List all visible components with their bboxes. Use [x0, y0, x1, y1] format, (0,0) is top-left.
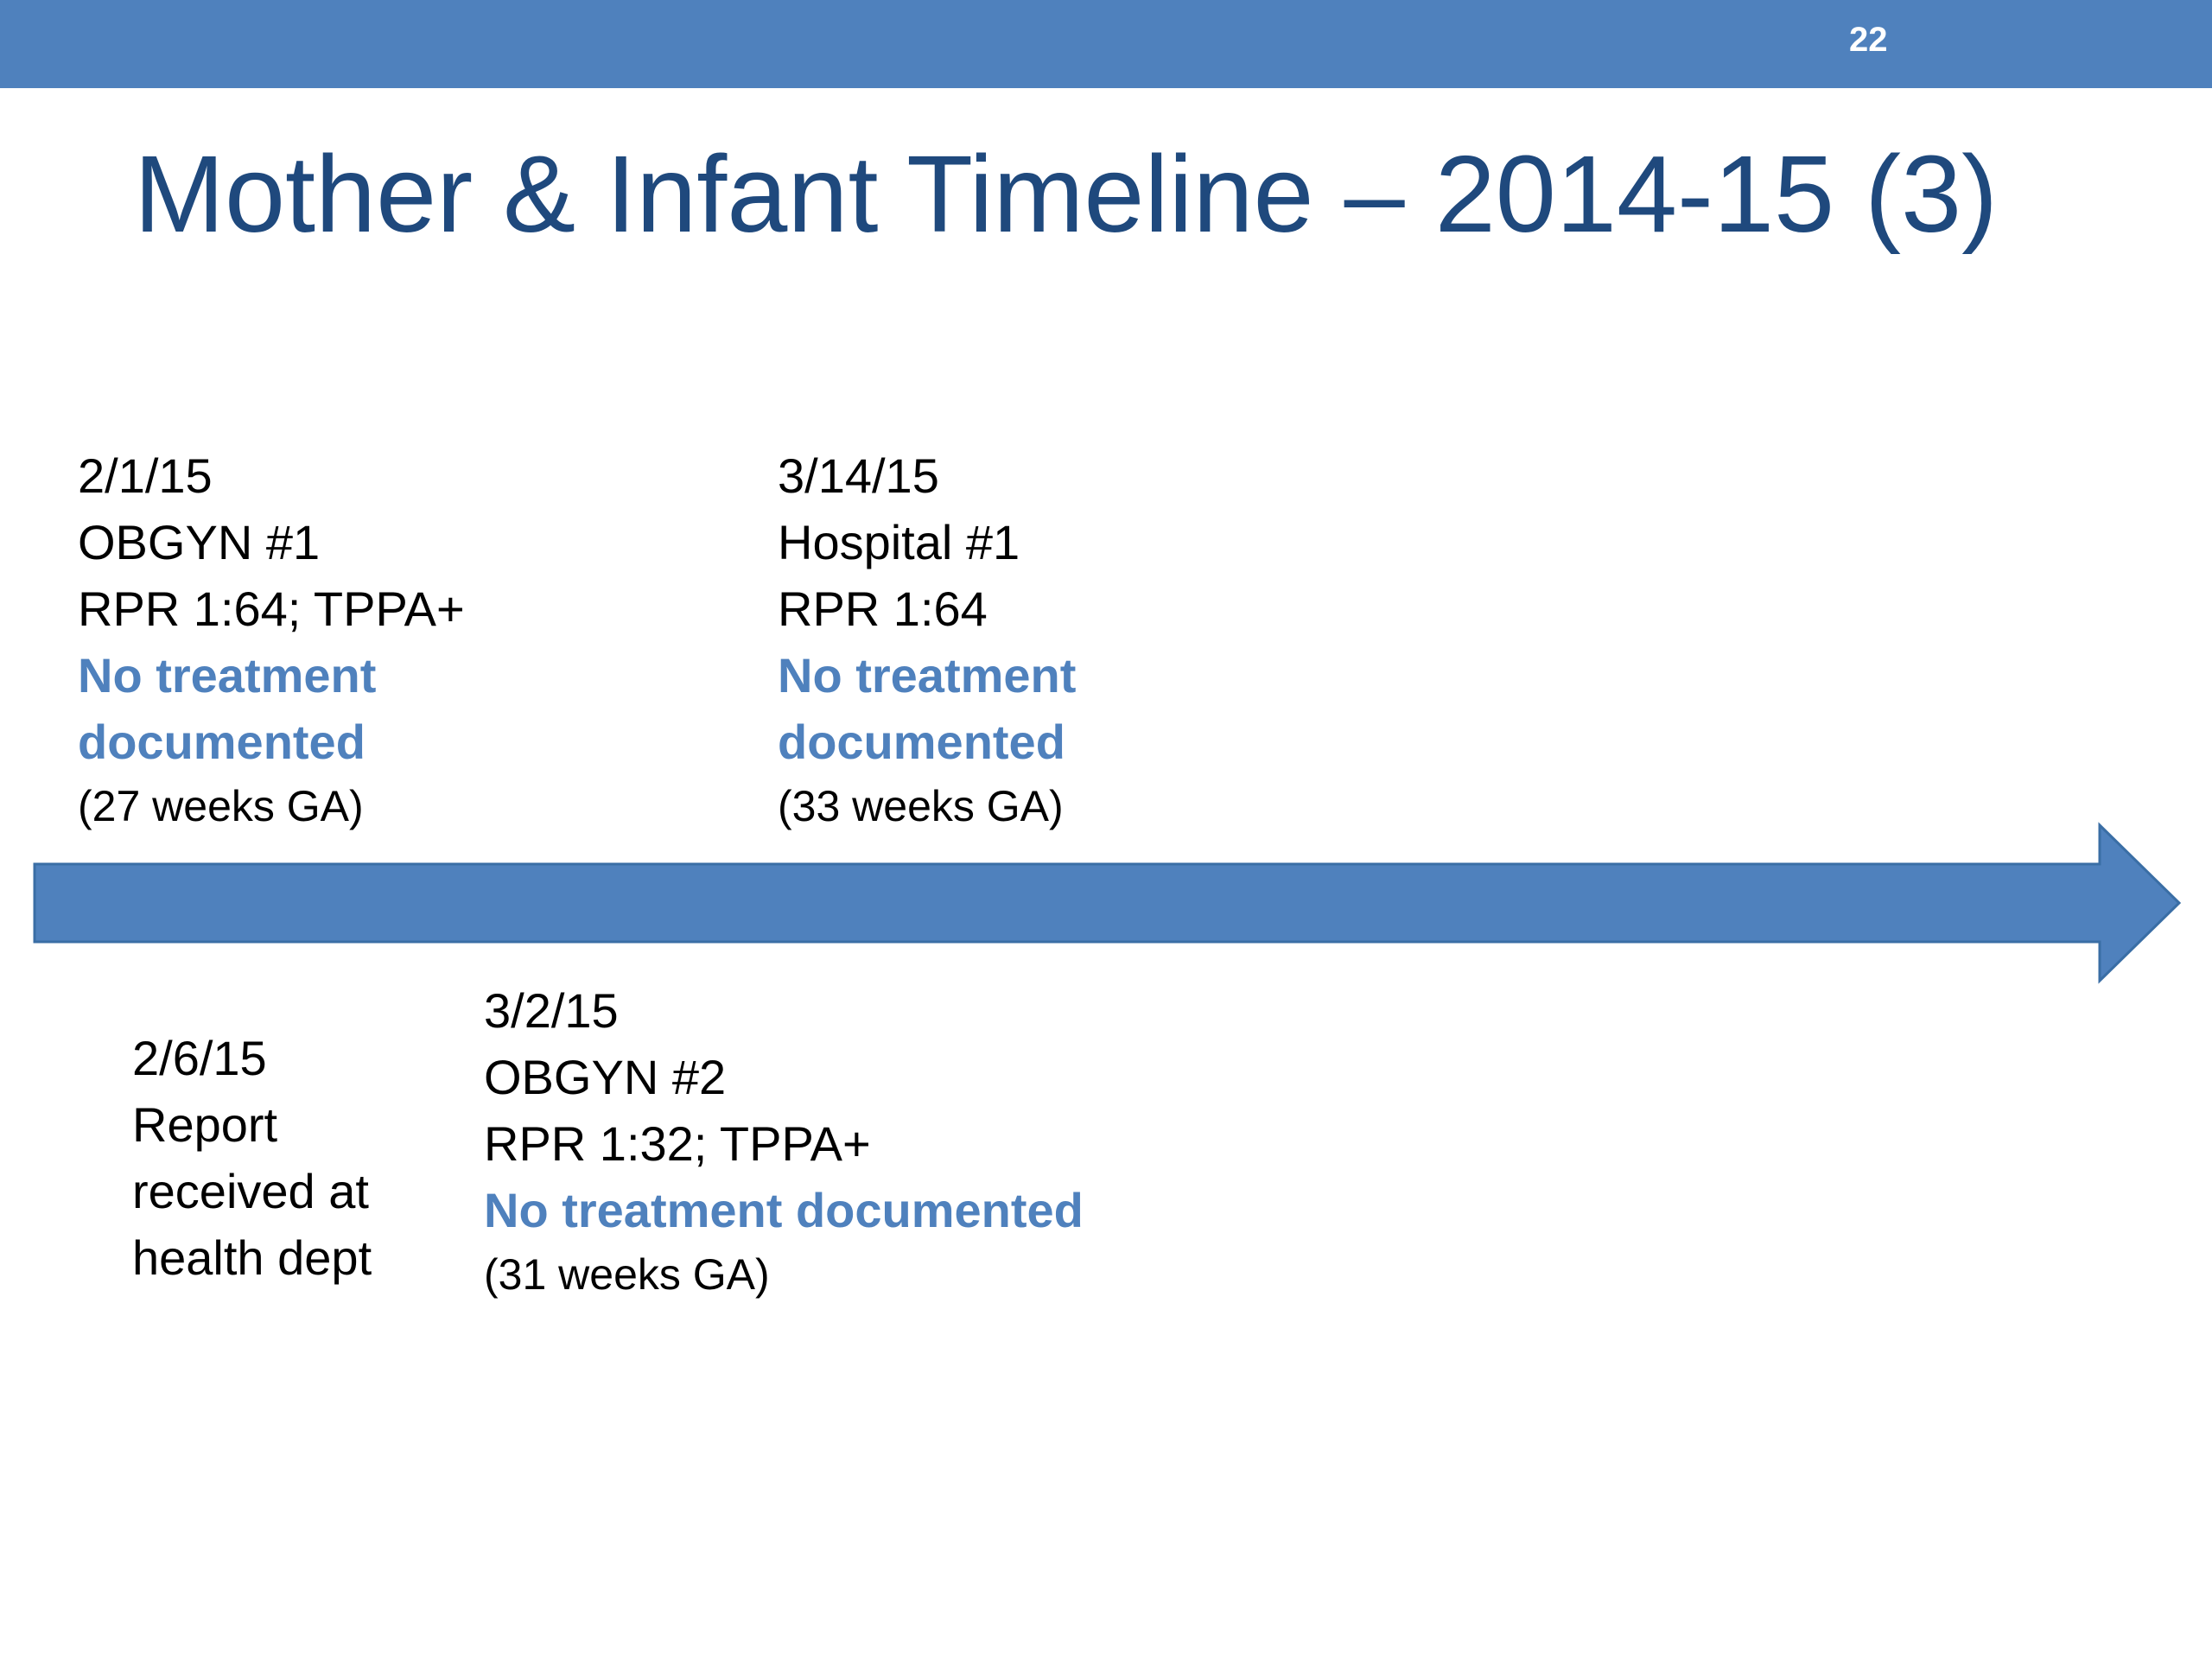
event-status-line1: No treatment	[78, 648, 377, 702]
event-obgyn-2: 3/2/15 OBGYN #2 RPR 1:32; TPPA+ No treat…	[484, 977, 1084, 1306]
event-place: OBGYN #1	[78, 515, 321, 569]
event-line2: received at	[132, 1164, 369, 1218]
slide-title: Mother & Infant Timeline – 2014-15 (3)	[134, 133, 1999, 255]
event-result: RPR 1:64	[778, 582, 988, 636]
event-gestation: (33 weeks GA)	[778, 782, 1064, 830]
event-status-line2: documented	[778, 715, 1065, 769]
event-date: 3/2/15	[484, 983, 619, 1038]
event-line3: health dept	[132, 1230, 372, 1285]
event-gestation: (27 weeks GA)	[78, 782, 364, 830]
event-result: RPR 1:64; TPPA+	[78, 582, 465, 636]
event-result: RPR 1:32; TPPA+	[484, 1116, 871, 1171]
event-gestation: (31 weeks GA)	[484, 1250, 770, 1299]
event-line1: Report	[132, 1097, 278, 1152]
event-obgyn-1: 2/1/15 OBGYN #1 RPR 1:64; TPPA+ No treat…	[78, 442, 465, 838]
event-date: 3/14/15	[778, 448, 939, 503]
timeline-arrow	[33, 822, 2182, 984]
event-status-line2: documented	[78, 715, 365, 769]
event-hospital-1: 3/14/15 Hospital #1 RPR 1:64 No treatmen…	[778, 442, 1076, 838]
timeline-arrow-shape	[33, 822, 2182, 984]
event-report-received: 2/6/15 Report received at health dept	[132, 1025, 372, 1291]
event-date: 2/1/15	[78, 448, 213, 503]
event-status: No treatment documented	[484, 1183, 1084, 1237]
slide-number: 22	[1849, 21, 1888, 59]
event-place: OBGYN #2	[484, 1050, 727, 1104]
event-status-line1: No treatment	[778, 648, 1077, 702]
event-date: 2/6/15	[132, 1031, 267, 1085]
top-banner: 22	[0, 0, 2212, 88]
event-place: Hospital #1	[778, 515, 1020, 569]
